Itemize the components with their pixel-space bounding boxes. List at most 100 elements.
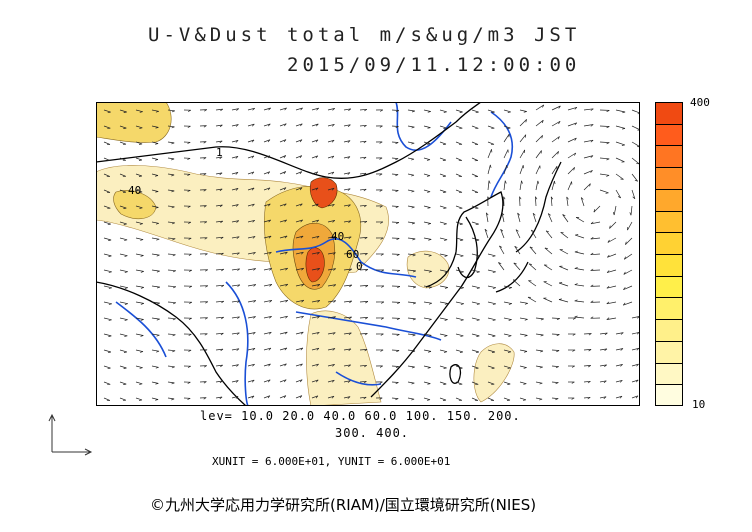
wind-arrow [247,316,256,319]
wind-arrow-head [348,348,352,351]
wind-arrow [311,300,320,303]
wind-arrow [455,349,463,353]
wind-arrow [551,317,560,319]
wind-arrow-head [612,211,615,216]
wind-arrow [599,157,610,160]
wind-arrow-head [412,302,416,305]
wind-arrow-head [411,142,415,145]
wind-arrow-head [606,174,610,177]
wind-arrow-head [107,223,111,226]
wind-arrow-head [364,221,368,224]
wind-arrow-head [507,383,511,385]
wind-arrow [263,203,271,207]
wind-arrow-head [124,271,128,273]
wind-arrow [527,296,537,303]
wind-arrow-head [252,332,256,335]
wind-arrow-head [558,105,561,109]
wind-arrow-head [545,230,550,233]
dust-region-max [305,247,325,283]
wind-arrow [231,332,240,335]
wind-arrow-head [267,187,271,191]
wind-arrow [151,205,159,208]
wind-arrow-head [204,237,208,240]
wind-arrow [167,221,175,224]
wind-arrow [583,155,594,159]
wind-arrow [247,219,255,223]
wind-arrow-head [108,239,112,241]
wind-arrow-head [428,302,432,305]
wind-arrow-head [237,316,240,319]
wind-arrow-head [220,364,223,368]
colorbar-band [656,124,682,147]
wind-arrow [359,156,367,159]
wind-arrow [135,285,144,288]
wind-arrow [631,331,640,335]
wind-arrow [231,108,239,111]
wind-arrow-head [283,139,287,143]
wind-arrow [455,317,464,321]
wind-arrow-head [395,366,399,369]
wind-arrow-head [523,383,527,385]
wind-arrow-head [204,109,207,112]
wind-arrow-head [363,205,367,208]
wind-arrow [119,269,128,273]
wind-arrow-head [363,156,367,160]
wind-arrow [519,397,527,401]
wind-arrow-head [379,365,383,368]
wind-arrow [455,333,464,337]
wind-arrow [583,333,592,335]
wind-arrow [295,379,303,383]
wind-arrow-head [235,188,239,191]
wind-arrow-head [299,155,303,159]
wind-arrow [455,237,464,241]
wind-arrow [311,395,319,399]
wind-arrow [279,347,287,351]
wind-arrow [551,105,561,111]
wind-arrow-head [139,143,143,145]
wind-arrow-head [188,253,192,256]
wind-arrow [607,253,617,258]
wind-arrow [343,188,351,191]
wind-arrow [247,252,256,255]
wind-arrow-head [396,238,400,241]
wind-arrow [359,317,368,319]
wind-arrow [311,171,319,175]
wind-arrow [471,253,480,257]
wind-arrow [391,349,400,351]
wind-arrow [455,221,463,225]
wind-arrow [519,149,526,159]
wind-arrow-head [187,125,191,128]
wind-arrow-head [301,267,304,271]
wind-arrow-head [300,203,303,207]
wind-arrow [359,253,368,255]
wind-arrow [423,381,431,384]
wind-arrow-head [108,287,112,289]
wind-arrow-head [619,395,623,399]
wind-arrow [151,173,159,176]
wind-arrow [455,397,463,401]
wind-arrow-head [188,349,192,352]
wind-arrow-head [331,155,335,159]
wind-arrow [295,139,303,143]
wind-arrow [583,139,594,143]
wind-arrow [535,381,543,384]
wind-arrow-head [590,124,594,127]
wind-arrow-head [155,127,159,129]
wind-arrow [359,188,367,191]
wind-arrow-head [172,350,176,353]
wind-arrow-head [574,315,578,318]
wind-arrow [615,157,625,163]
wind-arrow-head [331,124,335,127]
wind-arrow [551,180,555,191]
wind-arrow-head [555,366,559,369]
colorbar-band [656,255,682,277]
wind-arrow [551,151,559,159]
wind-arrow-head [156,270,160,273]
wind-arrow [167,173,175,176]
wind-arrow-head [475,351,479,354]
wind-arrow [215,172,223,175]
wind-arrow [103,365,111,369]
wind-arrow-head [140,271,144,273]
wind-arrow [343,396,351,399]
wind-arrow [215,396,223,399]
